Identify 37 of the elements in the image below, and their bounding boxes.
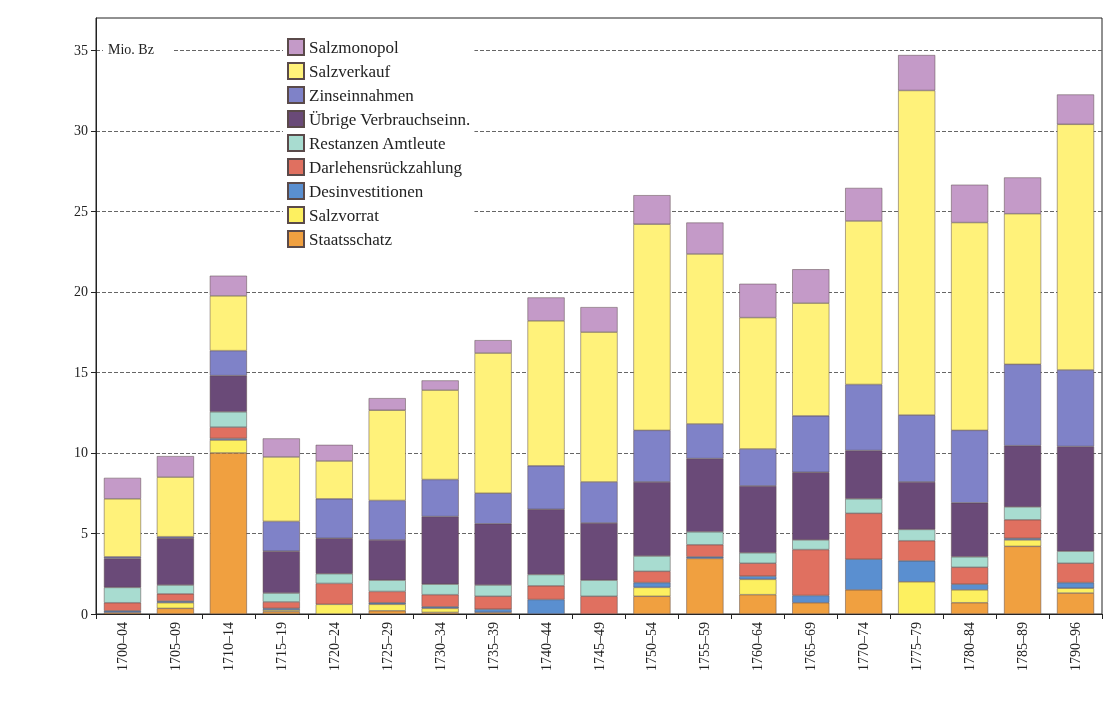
x-tick-label: 1705–09 xyxy=(167,622,183,671)
y-tick-label: 20 xyxy=(74,284,88,300)
x-tick-label: 1745–49 xyxy=(591,622,607,671)
x-tick-label: 1750–54 xyxy=(644,622,660,671)
x-tick-label: 1730–34 xyxy=(432,622,448,671)
x-tick-label: 1735–39 xyxy=(485,622,501,671)
y-tick-label: 30 xyxy=(74,123,88,139)
y-tick-label: 5 xyxy=(81,525,88,541)
x-tick-label: 1740–44 xyxy=(538,622,554,671)
legend-label: Darlehensrückzahlung xyxy=(309,157,463,177)
x-tick-label: 1720–24 xyxy=(326,622,342,671)
x-tick-label: 1775–79 xyxy=(909,622,925,671)
y-tick-label: 15 xyxy=(74,364,88,380)
x-tick-label: 1715–19 xyxy=(273,622,289,671)
legend-label: Salzvorrat xyxy=(309,205,380,225)
x-tick-label: 1785–89 xyxy=(1015,622,1031,671)
legend-label: Übrige Verbrauchseinn. xyxy=(309,109,471,129)
x-tick-label: 1700–04 xyxy=(114,622,130,671)
legend-label: Zinseinnahmen xyxy=(309,85,415,105)
x-tick-label: 1710–14 xyxy=(220,622,236,671)
x-tick-label: 1780–84 xyxy=(962,622,978,671)
x-tick-label: 1755–59 xyxy=(697,622,713,671)
x-tick-label: 1765–69 xyxy=(803,622,819,671)
x-tick-label: 1770–74 xyxy=(856,622,872,671)
y-axis-title: Mio. Bz xyxy=(108,41,154,57)
x-tick-label: 1760–64 xyxy=(750,622,766,671)
y-tick-label: 10 xyxy=(74,445,88,461)
legend-label: Salzverkauf xyxy=(309,61,391,81)
x-tick-label: 1790–96 xyxy=(1068,622,1084,671)
y-tick-label: 0 xyxy=(81,606,88,622)
x-tick-label: 1725–29 xyxy=(379,622,395,671)
legend-label: Salzmonopol xyxy=(309,37,399,57)
y-tick-label: 25 xyxy=(74,203,88,219)
y-tick-label: 35 xyxy=(74,42,88,58)
legend-label: Desinvestitionen xyxy=(309,181,424,201)
legend-label: Staatsschatz xyxy=(309,229,393,249)
legend-label: Restanzen Amtleute xyxy=(309,133,446,153)
